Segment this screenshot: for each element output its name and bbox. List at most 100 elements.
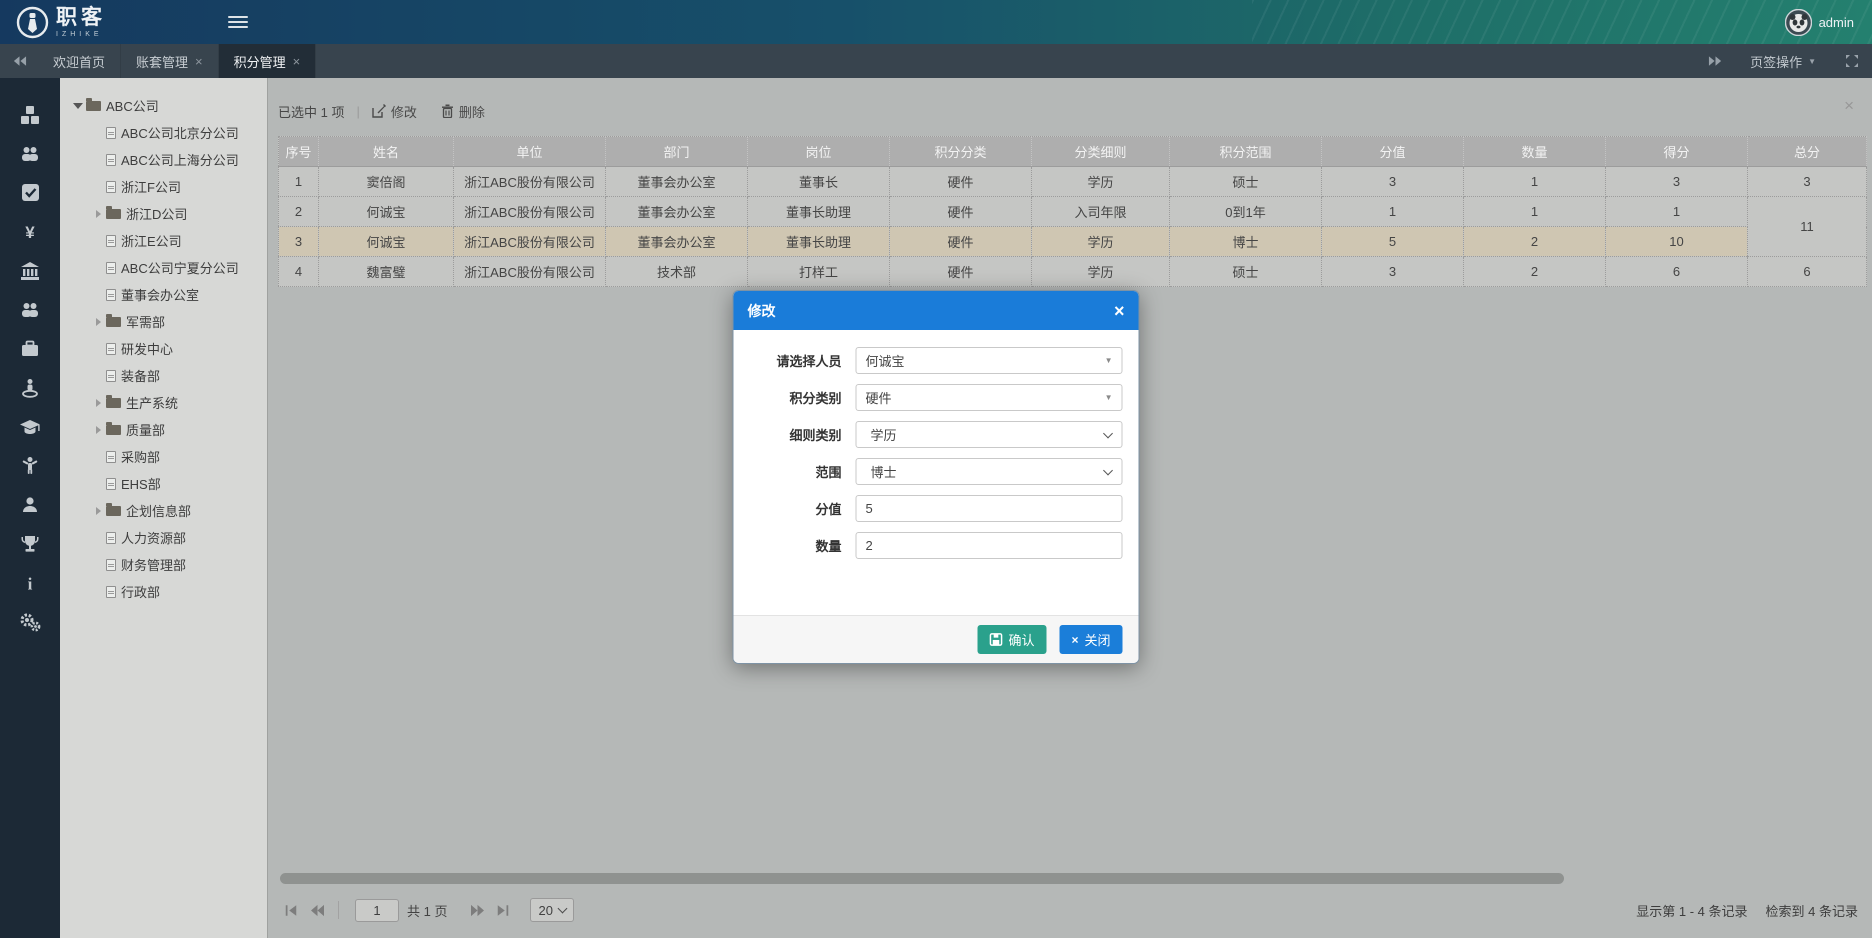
tree-node[interactable]: 董事会办公室: [68, 281, 267, 308]
tree-node-label: ABC公司: [106, 99, 159, 114]
info-icon[interactable]: i: [19, 572, 41, 593]
folder-icon: [106, 313, 121, 327]
tree-node[interactable]: 行政部: [68, 578, 267, 605]
score-field-wrap: [855, 495, 1123, 522]
grid-toolbar: 已选中 1 项 | 修改 删除 ×: [278, 96, 1864, 124]
rule-type-select[interactable]: 学历: [855, 421, 1123, 448]
trophy-icon[interactable]: [19, 533, 41, 554]
tree-node-label: ABC公司宁夏分公司: [121, 261, 239, 276]
tabs-scroll-right-icon[interactable]: [1696, 44, 1734, 78]
page-number-input[interactable]: [355, 898, 399, 922]
tree-node-label: 装备部: [121, 369, 161, 384]
tab-welcome[interactable]: 欢迎首页: [38, 44, 122, 78]
tree-expand-arrow[interactable]: [92, 318, 104, 326]
tree-expand-arrow[interactable]: [92, 210, 104, 218]
child-icon[interactable]: [19, 455, 41, 476]
tree-node[interactable]: 浙江F公司: [68, 173, 267, 200]
prev-page-icon[interactable]: [304, 904, 330, 917]
field-label-range: 范围: [815, 465, 842, 480]
tree-node[interactable]: 财务管理部: [68, 551, 267, 578]
last-page-icon[interactable]: [490, 904, 516, 917]
tree-node[interactable]: 人力资源部: [68, 524, 267, 551]
tree-node[interactable]: 军需部: [68, 308, 267, 335]
tree-expand-arrow[interactable]: [92, 426, 104, 434]
dialog-header: 修改 ×: [733, 291, 1139, 330]
table-header-row: 序号 姓名 单位 部门 岗位 积分分类 分类细则 积分范围 分值 数量 得分 总…: [278, 136, 1867, 167]
next-page-icon[interactable]: [464, 904, 490, 917]
tree-node[interactable]: EHS部: [68, 470, 267, 497]
tree-node[interactable]: 质量部: [68, 416, 267, 443]
file-icon: [106, 126, 116, 139]
yen-icon[interactable]: ¥: [19, 221, 41, 242]
tab-operations-dropdown[interactable]: 页签操作 ▼: [1734, 44, 1832, 78]
col-姓名: 姓名: [318, 136, 454, 167]
user-icon[interactable]: [19, 494, 41, 515]
bank-icon[interactable]: [19, 260, 41, 281]
table-row[interactable]: 2 何诚宝 浙江ABC股份有限公司 董事会办公室 董事长助理 硬件 入司年限 0到1年 …: [278, 196, 1867, 257]
fullscreen-icon[interactable]: [1832, 44, 1872, 78]
edit-pencil-icon: [372, 104, 386, 118]
person-combobox[interactable]: 何诚宝 ▼: [855, 347, 1123, 374]
cubes-icon[interactable]: [19, 104, 41, 125]
briefcase-icon[interactable]: [19, 338, 41, 359]
tree-node[interactable]: 浙江E公司: [68, 227, 267, 254]
horizontal-scrollbar[interactable]: [280, 873, 1564, 884]
trash-icon: [441, 104, 453, 118]
tab-points-mgmt[interactable]: 积分管理 ×: [218, 44, 317, 78]
tab-close-icon[interactable]: ×: [195, 53, 203, 69]
folder-icon: [106, 502, 121, 516]
check-square-icon[interactable]: [19, 182, 41, 203]
range-select[interactable]: 博士: [855, 458, 1123, 485]
file-icon: [106, 153, 116, 166]
confirm-button[interactable]: 确认: [977, 625, 1047, 654]
tree-node[interactable]: 浙江D公司: [68, 200, 267, 227]
cogs-icon[interactable]: [19, 611, 41, 632]
graduation-cap-icon[interactable]: [19, 416, 41, 437]
tree-expand-arrow[interactable]: [92, 507, 104, 515]
tree-node[interactable]: 生产系统: [68, 389, 267, 416]
delete-button[interactable]: 删除: [441, 102, 485, 121]
tree-node[interactable]: 采购部: [68, 443, 267, 470]
tree-node[interactable]: ABC公司上海分公司: [68, 146, 267, 173]
user-menu[interactable]: admin: [1784, 8, 1854, 36]
tree-node[interactable]: ABC公司: [68, 92, 267, 119]
col-部门: 部门: [605, 136, 748, 167]
pagination-divider: [455, 901, 456, 919]
tree-node[interactable]: 企划信息部: [68, 497, 267, 524]
first-page-icon[interactable]: [278, 904, 304, 917]
tree-expand-arrow[interactable]: [72, 103, 84, 109]
tree-node[interactable]: 装备部: [68, 362, 267, 389]
tab-close-icon[interactable]: ×: [292, 53, 301, 69]
tree-node[interactable]: ABC公司北京分公司: [68, 119, 267, 146]
caret-down-icon: ▼: [1104, 356, 1113, 365]
category-combobox[interactable]: 硬件 ▼: [855, 384, 1123, 411]
tab-operations-label: 页签操作: [1750, 54, 1803, 70]
dialog-close-icon[interactable]: ×: [1113, 300, 1125, 321]
hamburger-menu-icon[interactable]: [228, 13, 248, 31]
tree-expand-arrow[interactable]: [92, 399, 104, 407]
col-分值: 分值: [1321, 136, 1464, 167]
team-icon[interactable]: [19, 299, 41, 320]
svg-text:¥: ¥: [25, 223, 35, 242]
street-view-icon[interactable]: [19, 377, 41, 398]
tabs-scroll-left-icon[interactable]: [0, 44, 38, 78]
col-积分分类: 积分分类: [889, 136, 1032, 167]
tree-node[interactable]: ABC公司宁夏分公司: [68, 254, 267, 281]
score-input[interactable]: [865, 501, 1113, 516]
edit-button[interactable]: 修改: [372, 102, 417, 121]
col-得分: 得分: [1605, 136, 1748, 167]
group-icon[interactable]: [19, 143, 41, 164]
page-size-select[interactable]: 20: [530, 898, 574, 922]
tree-node[interactable]: 研发中心: [68, 335, 267, 362]
close-button[interactable]: × 关闭: [1059, 625, 1123, 654]
quantity-input[interactable]: [865, 538, 1113, 553]
brand-name: 职客: [56, 5, 106, 29]
field-label-rule-type: 细则类别: [789, 428, 842, 443]
caret-down-icon: ▼: [1104, 393, 1113, 402]
folder-icon: [86, 97, 101, 111]
tab-account-mgmt[interactable]: 账套管理 ×: [121, 44, 219, 78]
panel-close-icon[interactable]: ×: [1844, 96, 1854, 115]
